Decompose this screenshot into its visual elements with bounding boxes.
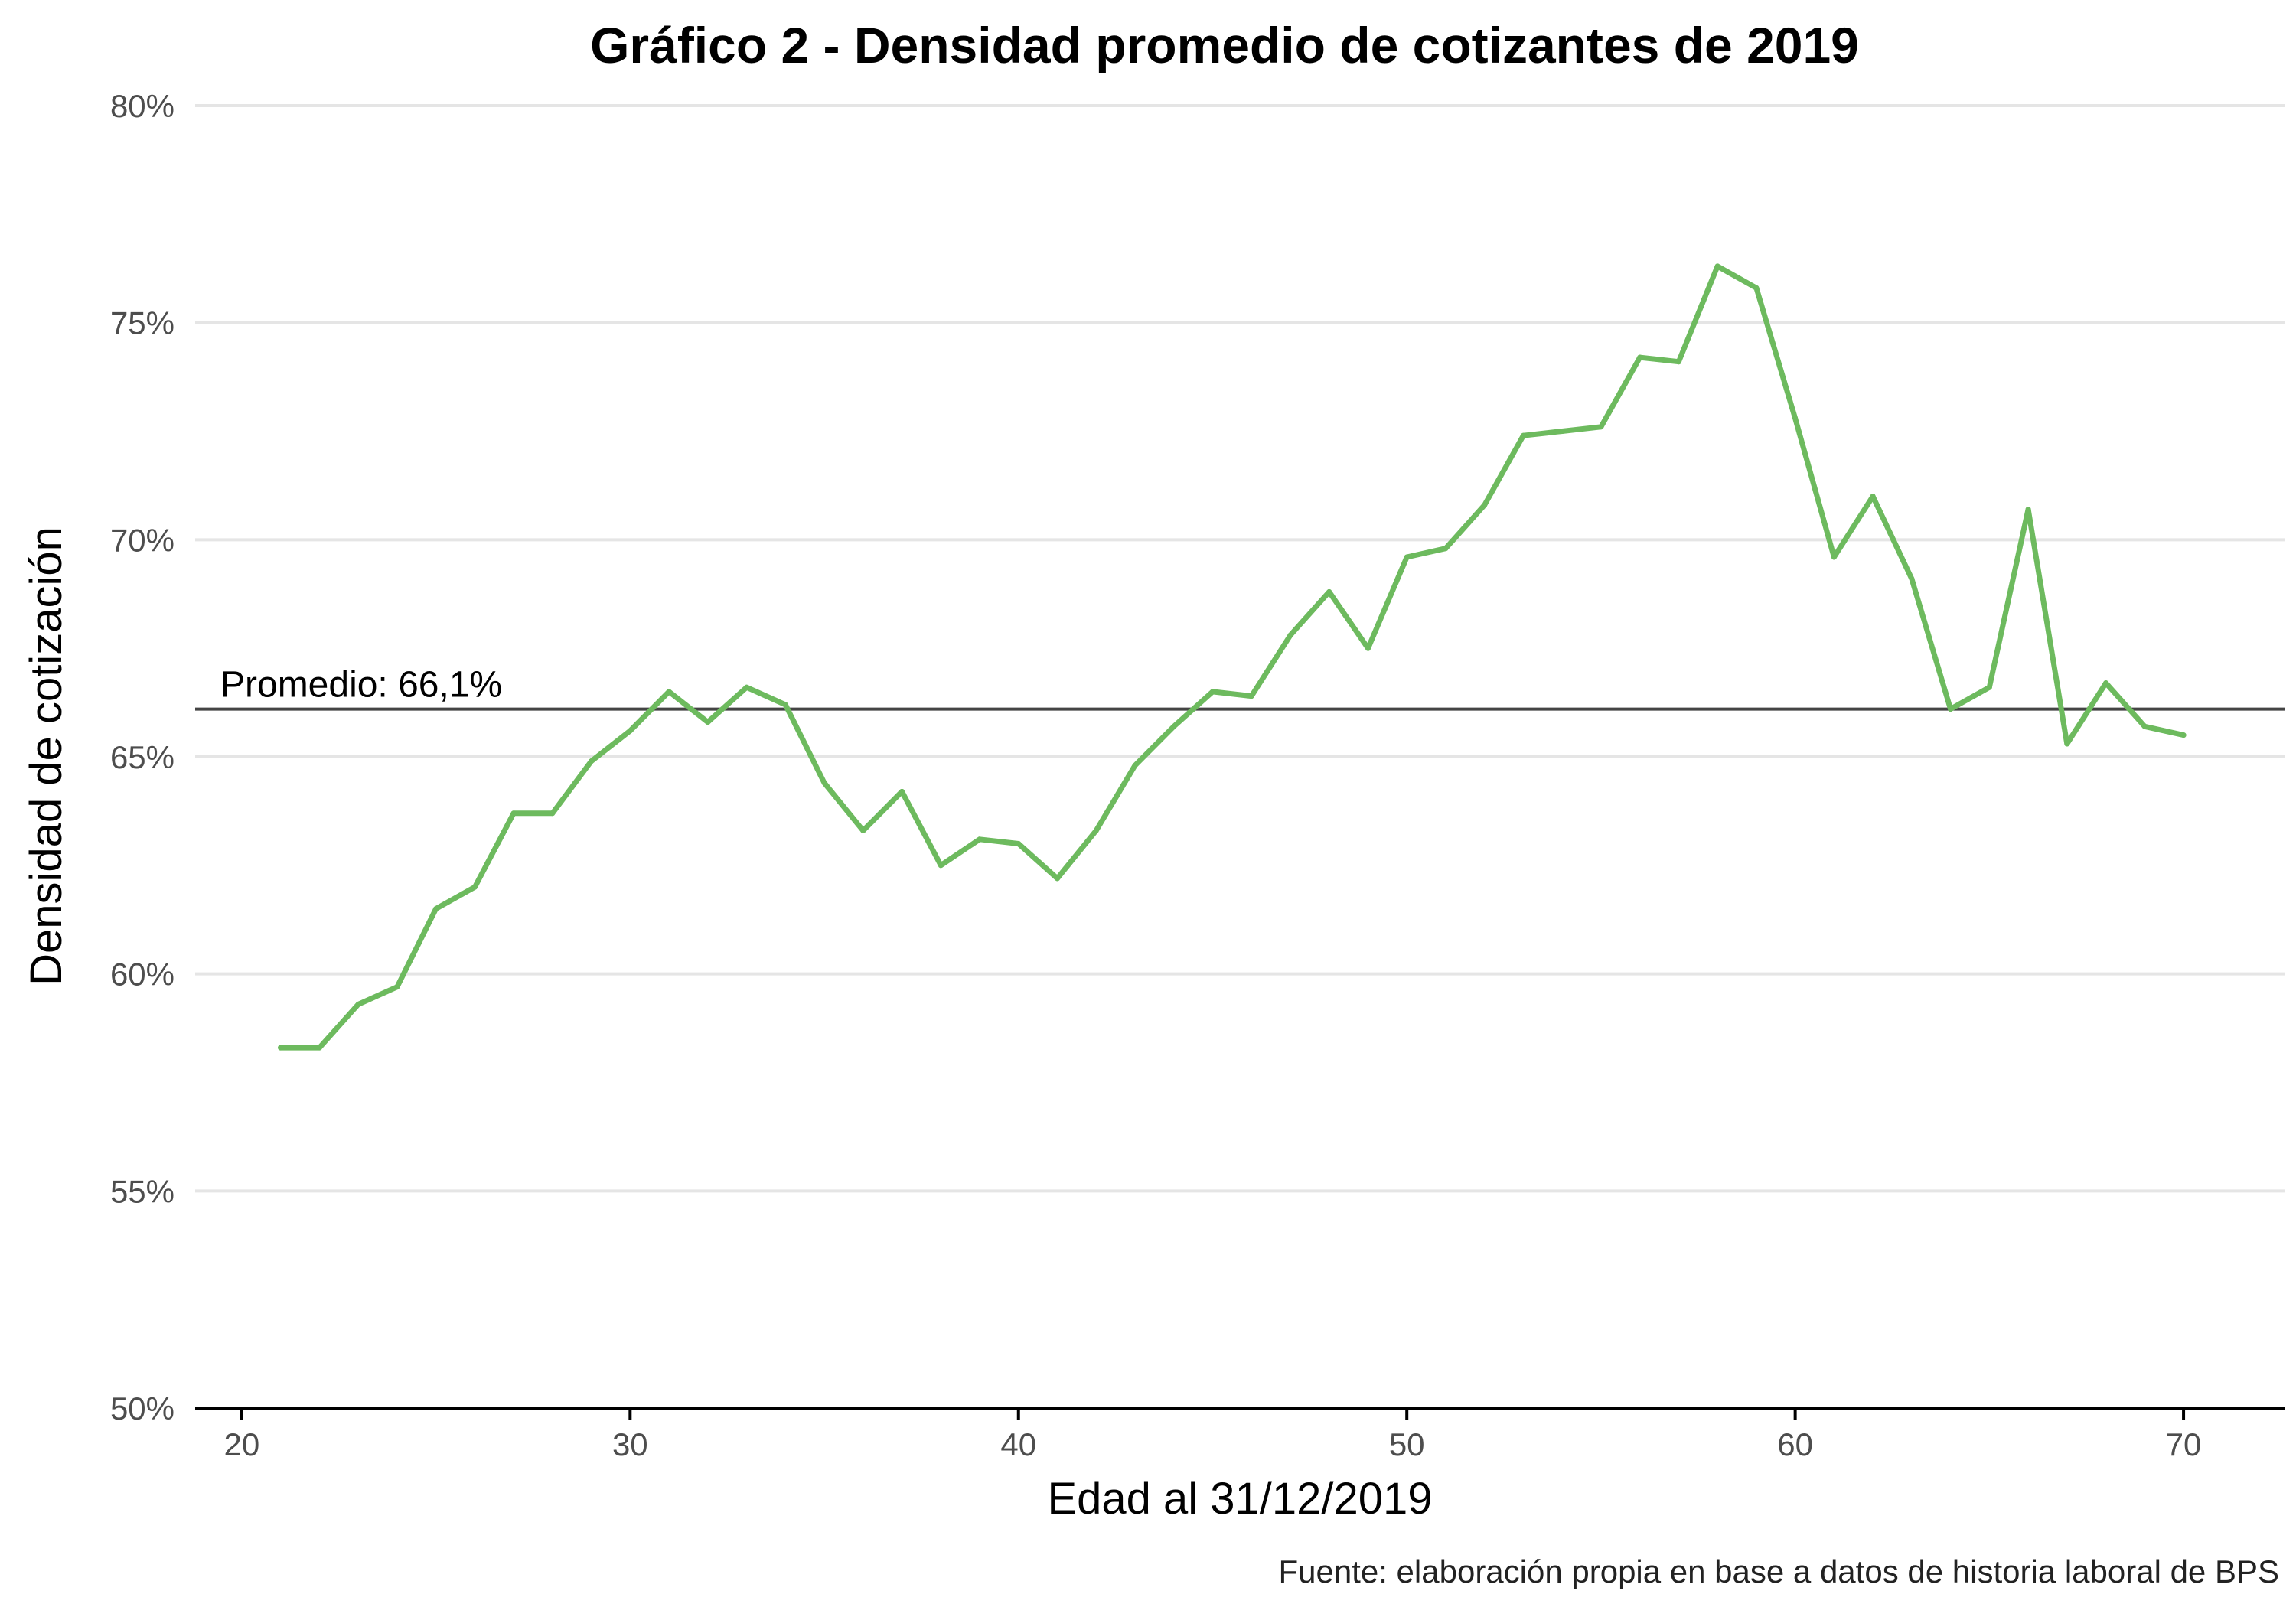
- data-point: [1365, 645, 1371, 651]
- data-point: [705, 719, 711, 725]
- data-point: [782, 702, 788, 708]
- data-point: [1559, 429, 1565, 434]
- y-tick-label: 75%: [110, 305, 174, 341]
- source-caption: Fuente: elaboración propia en base a dat…: [1278, 1553, 2279, 1589]
- data-point: [1986, 684, 1992, 690]
- data-point: [2141, 723, 2148, 729]
- x-tick-label: 30: [612, 1426, 648, 1462]
- x-tick-label: 60: [1777, 1426, 1813, 1462]
- data-point: [1909, 575, 1915, 582]
- data-point: [860, 827, 866, 833]
- y-tick-label: 65%: [110, 739, 174, 775]
- data-point: [278, 1045, 284, 1051]
- data-point: [1171, 723, 1177, 729]
- data-point: [821, 780, 827, 786]
- data-point: [2103, 680, 2109, 686]
- data-point: [1870, 494, 1876, 500]
- data-point: [1248, 693, 1254, 699]
- data-point: [1132, 762, 1138, 768]
- data-point: [589, 758, 595, 764]
- data-point: [1831, 554, 1837, 560]
- data-point: [744, 684, 750, 690]
- data-point: [1209, 689, 1215, 695]
- x-tick-label: 50: [1389, 1426, 1425, 1462]
- data-point: [1714, 263, 1720, 269]
- data-point: [2064, 741, 2070, 747]
- gridlines: [195, 104, 2285, 1193]
- data-point: [977, 836, 983, 843]
- data-point: [316, 1045, 322, 1051]
- data-point: [1287, 632, 1293, 638]
- data-point: [666, 689, 672, 695]
- data-point: [2025, 507, 2031, 513]
- y-tick-label: 80%: [110, 88, 174, 124]
- data-point: [1637, 354, 1643, 360]
- x-tick-label: 20: [224, 1426, 260, 1462]
- data-point: [1520, 432, 1526, 438]
- data-point: [1404, 554, 1410, 560]
- data-point: [433, 906, 439, 912]
- y-tick-label: 60%: [110, 957, 174, 993]
- data-point: [355, 1001, 361, 1007]
- x-tick-label: 70: [2166, 1426, 2202, 1462]
- data-point: [1753, 285, 1760, 291]
- data-point: [1792, 415, 1799, 421]
- series-line: [278, 263, 2187, 1051]
- y-axis-label: Densidad de cotización: [21, 526, 71, 986]
- x-tick-label: 40: [1000, 1426, 1036, 1462]
- y-tick-label: 50%: [110, 1390, 174, 1426]
- data-point: [1948, 706, 1954, 712]
- data-point: [938, 862, 944, 869]
- data-point: [1093, 827, 1099, 833]
- reference-line-group: Promedio: 66,1%: [195, 665, 2285, 711]
- data-point: [394, 984, 400, 990]
- data-point: [1598, 424, 1604, 430]
- y-tick-label: 70%: [110, 522, 174, 558]
- average-annotation: Promedio: 66,1%: [220, 665, 502, 706]
- data-point: [1016, 840, 1022, 846]
- data-series: [278, 263, 2187, 1051]
- data-point: [1443, 546, 1449, 552]
- data-point: [1482, 502, 1488, 508]
- chart-title: Gráfico 2 - Densidad promedio de cotizan…: [590, 17, 1859, 73]
- data-point: [1675, 359, 1681, 365]
- data-point: [1055, 875, 1061, 882]
- data-point: [627, 728, 633, 734]
- data-point: [510, 810, 517, 817]
- y-axis-ticks: 50% 55% 60% 65% 70% 75% 80%: [110, 88, 174, 1426]
- x-axis-ticks: 20 30 40 50 60 70: [224, 1408, 2202, 1462]
- data-point: [1326, 588, 1332, 595]
- data-point: [2180, 732, 2187, 738]
- data-point: [550, 810, 556, 817]
- x-axis-label: Edad al 31/12/2019: [1047, 1474, 1432, 1524]
- data-point: [899, 788, 905, 794]
- y-tick-label: 55%: [110, 1173, 174, 1209]
- data-point: [471, 884, 478, 890]
